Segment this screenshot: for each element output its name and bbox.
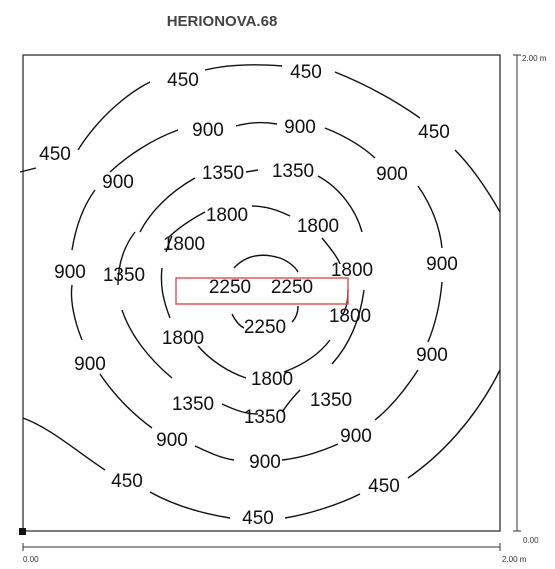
label-450: 450 xyxy=(39,144,71,165)
contour-2250-bottom xyxy=(231,305,299,329)
label-1800: 1800 xyxy=(162,328,204,349)
label-1800: 1800 xyxy=(297,216,339,237)
label-900: 900 xyxy=(74,354,106,375)
x-scale-end-label: 2.00 m xyxy=(502,555,527,564)
label-2250: 2250 xyxy=(271,277,313,298)
label-2250: 2250 xyxy=(244,317,286,338)
label-1350: 1350 xyxy=(202,163,244,184)
contour-1350-ring xyxy=(117,169,365,415)
plot-frame xyxy=(22,54,501,532)
label-1800: 1800 xyxy=(331,260,373,281)
x-scale: 0.00 2.00 m xyxy=(22,543,527,564)
contour-450-ring xyxy=(19,167,37,173)
label-450: 450 xyxy=(418,122,450,143)
label-1350: 1350 xyxy=(244,407,286,428)
label-1800: 1800 xyxy=(329,306,371,327)
label-900: 900 xyxy=(102,172,134,193)
origin-marker xyxy=(19,528,26,535)
label-900: 900 xyxy=(426,254,458,275)
y-scale-bottom-label: 0.00 xyxy=(523,536,539,545)
label-1800: 1800 xyxy=(206,205,248,226)
contour-450-left xyxy=(22,417,106,471)
label-450: 450 xyxy=(242,508,274,529)
label-450: 450 xyxy=(290,62,322,83)
label-900: 900 xyxy=(249,452,281,473)
x-scale-start-label: 0.00 xyxy=(23,555,39,564)
label-450: 450 xyxy=(368,476,400,497)
highlight-box xyxy=(175,277,349,305)
label-900: 900 xyxy=(54,262,86,283)
label-900: 900 xyxy=(416,345,448,366)
contour-labels: 450 450 450 450 450 450 450 900 900 900 … xyxy=(39,62,458,529)
contour-900-ring xyxy=(70,121,443,461)
label-900: 900 xyxy=(156,430,188,451)
label-900: 900 xyxy=(192,120,224,141)
label-1800: 1800 xyxy=(251,369,293,390)
contour-1800-ring xyxy=(160,205,349,379)
label-450: 450 xyxy=(167,70,199,91)
label-1350: 1350 xyxy=(103,265,145,286)
label-1350: 1350 xyxy=(172,394,214,415)
diagram-title: HERIONOVA.68 xyxy=(167,13,278,30)
label-1800: 1800 xyxy=(163,234,205,255)
label-2250: 2250 xyxy=(209,277,251,298)
label-900: 900 xyxy=(340,426,372,447)
contour-450-upper xyxy=(77,64,501,213)
contour-450-bottom xyxy=(149,491,361,519)
contour-lines xyxy=(19,64,501,519)
contour-2250-top xyxy=(233,254,299,273)
label-900: 900 xyxy=(284,117,316,138)
label-900: 900 xyxy=(376,164,408,185)
label-450: 450 xyxy=(111,471,143,492)
label-1350: 1350 xyxy=(310,390,352,411)
contour-450-right xyxy=(407,369,501,479)
label-1350: 1350 xyxy=(272,161,314,182)
y-scale-top-label: 2.00 m xyxy=(522,54,547,63)
y-scale: 2.00 m 0.00 xyxy=(513,54,547,545)
